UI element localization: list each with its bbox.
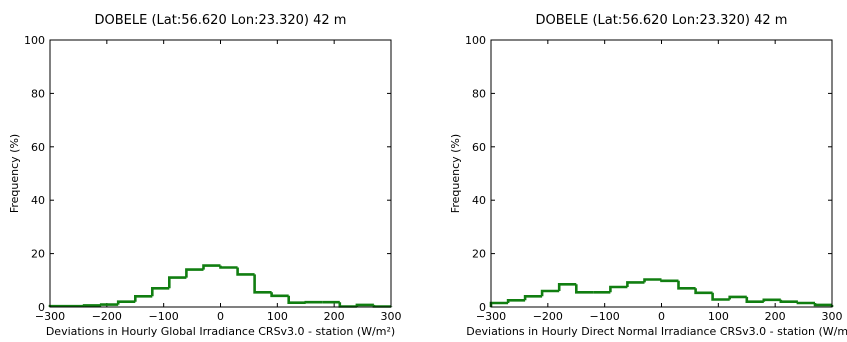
x-tick-label: −200: [92, 310, 122, 323]
y-tick-label: 60: [472, 141, 486, 154]
y-tick-label: 100: [24, 34, 45, 47]
chart-title: DOBELE (Lat:56.620 Lon:23.320) 42 m: [95, 13, 347, 28]
histogram-bin: [540, 289, 560, 297]
x-tick-label: 300: [381, 310, 402, 323]
histogram-bin: [304, 300, 323, 304]
histogram-bin: [168, 276, 187, 289]
histogram-bin: [745, 296, 764, 303]
y-tick-label: 0: [479, 301, 486, 314]
histogram-bin: [694, 288, 713, 295]
histogram-bin: [270, 292, 289, 298]
histogram-bin: [711, 292, 730, 301]
histogram-bin: [557, 283, 577, 291]
histogram-bin: [609, 285, 628, 293]
histogram-bin: [236, 267, 255, 276]
x-tick-label: −100: [149, 310, 179, 323]
x-tick-label: 100: [708, 310, 729, 323]
y-axis-label: Frequency (%): [8, 134, 21, 213]
chart-1: DOBELE (Lat:56.620 Lon:23.320) 42 m −300 −…: [8, 13, 402, 338]
histogram-bin: [728, 295, 747, 300]
histogram-bin: [202, 264, 221, 270]
x-tick-label: 100: [267, 310, 288, 323]
histogram-bin: [796, 301, 815, 305]
y-tick-label: 40: [31, 194, 45, 207]
histogram-bin: [82, 304, 102, 307]
histogram-bin: [185, 268, 204, 278]
histogram-bin: [99, 303, 119, 306]
x-tick-label: −300: [476, 310, 506, 323]
histogram-bin: [116, 300, 136, 305]
y-tick-label: 40: [472, 194, 486, 207]
histogram-bin: [151, 287, 170, 297]
histogram-bin: [355, 303, 374, 307]
x-tick-label: 0: [217, 310, 224, 323]
x-tick-label: 0: [658, 310, 665, 323]
histogram-bin: [253, 274, 272, 294]
histogram-bin: [660, 279, 679, 283]
x-tick-label: −200: [533, 310, 563, 323]
x-tick-label: −300: [35, 310, 65, 323]
histogram-bin: [813, 303, 832, 307]
histogram-bin: [677, 280, 696, 290]
histogram-bin: [338, 302, 357, 308]
histogram-bin: [489, 301, 509, 307]
x-tick-label: 300: [822, 310, 843, 323]
histogram-bin: [372, 304, 391, 308]
x-axis-label: Deviations in Hourly Global Irradiance C…: [46, 325, 395, 338]
histogram-bin: [779, 299, 798, 303]
x-tick-label: 200: [765, 310, 786, 323]
y-tick-label: 20: [472, 248, 486, 261]
y-tick-label: 80: [472, 87, 486, 100]
histogram-bin: [523, 295, 543, 301]
histogram-bin: [575, 284, 594, 294]
chart-title: DOBELE (Lat:56.620 Lon:23.320) 42 m: [536, 13, 788, 28]
histogram-bin: [762, 298, 781, 302]
y-tick-label: 0: [38, 301, 45, 314]
x-axis-label: Deviations in Hourly Direct Normal Irrad…: [466, 325, 847, 338]
histogram-bin: [134, 295, 153, 302]
histogram-bin: [506, 299, 526, 303]
x-tick-label: −100: [590, 310, 620, 323]
plot-frame: [49, 39, 392, 308]
plot-frame: [490, 39, 833, 308]
y-tick-label: 80: [31, 87, 45, 100]
y-tick-label: 20: [31, 248, 45, 261]
histogram-bin: [643, 278, 662, 283]
histogram-bin: [626, 281, 645, 287]
chart-2: DOBELE (Lat:56.620 Lon:23.320) 42 m −300 −…: [449, 13, 847, 338]
histogram-bin: [287, 295, 306, 304]
histogram-bin: [219, 265, 238, 269]
y-axis-label: Frequency (%): [449, 134, 462, 213]
y-tick-label: 100: [465, 34, 486, 47]
x-tick-label: 200: [324, 310, 345, 323]
y-tick-label: 60: [31, 141, 45, 154]
